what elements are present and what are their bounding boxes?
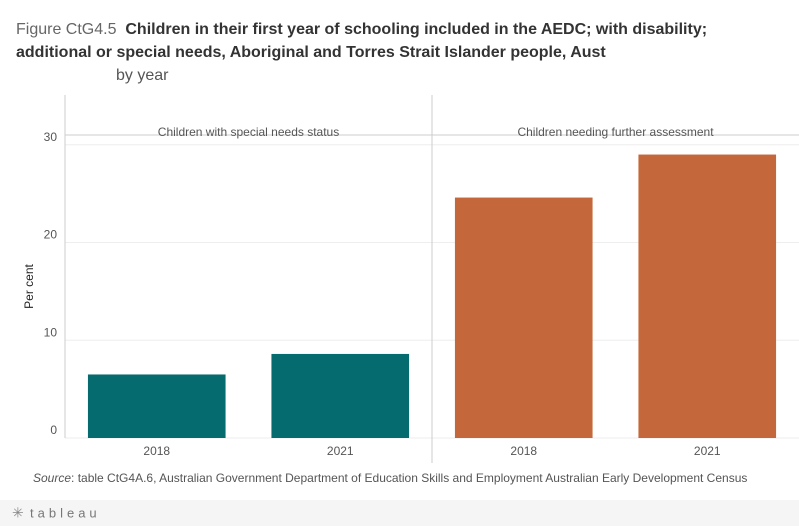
source-note: Source: table CtG4A.6, Australian Govern…	[33, 471, 747, 485]
chart-subtitle: by year	[116, 67, 169, 84]
y-tick-label: 30	[44, 130, 58, 144]
bar	[271, 353, 410, 438]
source-label: Source	[33, 471, 71, 485]
x-tick-label: 2018	[143, 444, 170, 458]
x-tick-label: 2021	[327, 444, 354, 458]
footer-brand: tableau	[30, 505, 101, 520]
bar	[638, 154, 777, 438]
x-tick-label: 2021	[694, 444, 721, 458]
y-tick-label: 10	[44, 325, 58, 339]
y-tick-label: 20	[44, 228, 58, 242]
figure-label: Figure CtG4.5	[16, 21, 117, 38]
y-tick-label: 0	[50, 423, 57, 437]
footer-logo-mark: ✳	[12, 505, 24, 521]
source-text: : table CtG4A.6, Australian Government D…	[71, 471, 747, 485]
footer-bar	[0, 500, 799, 526]
y-axis-label: Per cent	[22, 263, 36, 308]
title-block: Figure CtG4.5 Children in their first ye…	[16, 18, 786, 87]
chart-title: Children in their first year of schoolin…	[16, 21, 708, 61]
bar	[454, 197, 593, 438]
x-tick-label: 2018	[510, 444, 537, 458]
panel-header: Children with special needs status	[158, 125, 339, 139]
panel-header: Children needing further assessment	[517, 125, 714, 139]
bar	[87, 374, 226, 438]
